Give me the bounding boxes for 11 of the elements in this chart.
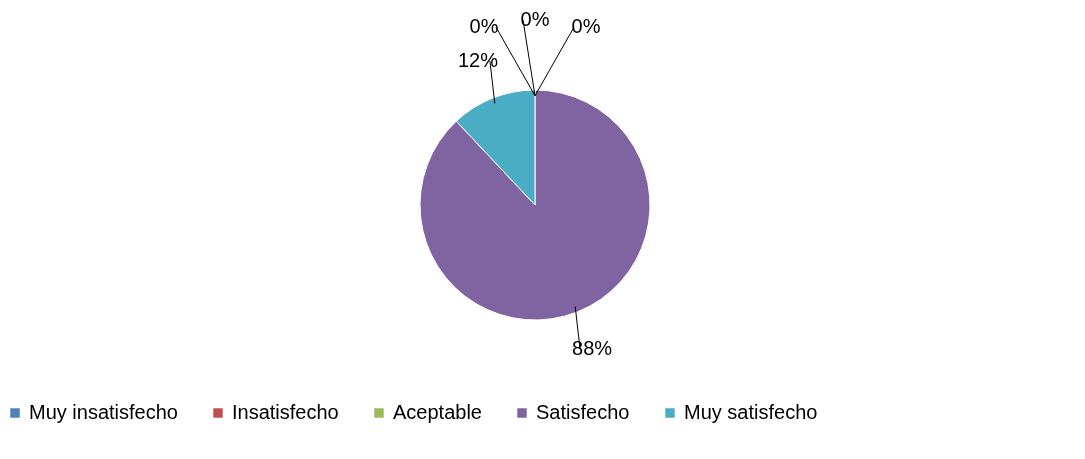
legend-label: Satisfecho (536, 401, 630, 423)
text: 0% (469, 15, 499, 38)
legend-label: Muy insatisfecho (29, 401, 178, 423)
legend-label: Insatisfecho (232, 401, 339, 423)
data-label: 88% (572, 337, 613, 360)
text: 0% (571, 15, 601, 38)
pie-slice (419, 89, 651, 321)
text: 0% (520, 8, 550, 30)
data-label: 12% (457, 48, 499, 71)
legend-label: Aceptable (393, 401, 482, 423)
legend-label: Muy satisfecho (684, 401, 818, 423)
